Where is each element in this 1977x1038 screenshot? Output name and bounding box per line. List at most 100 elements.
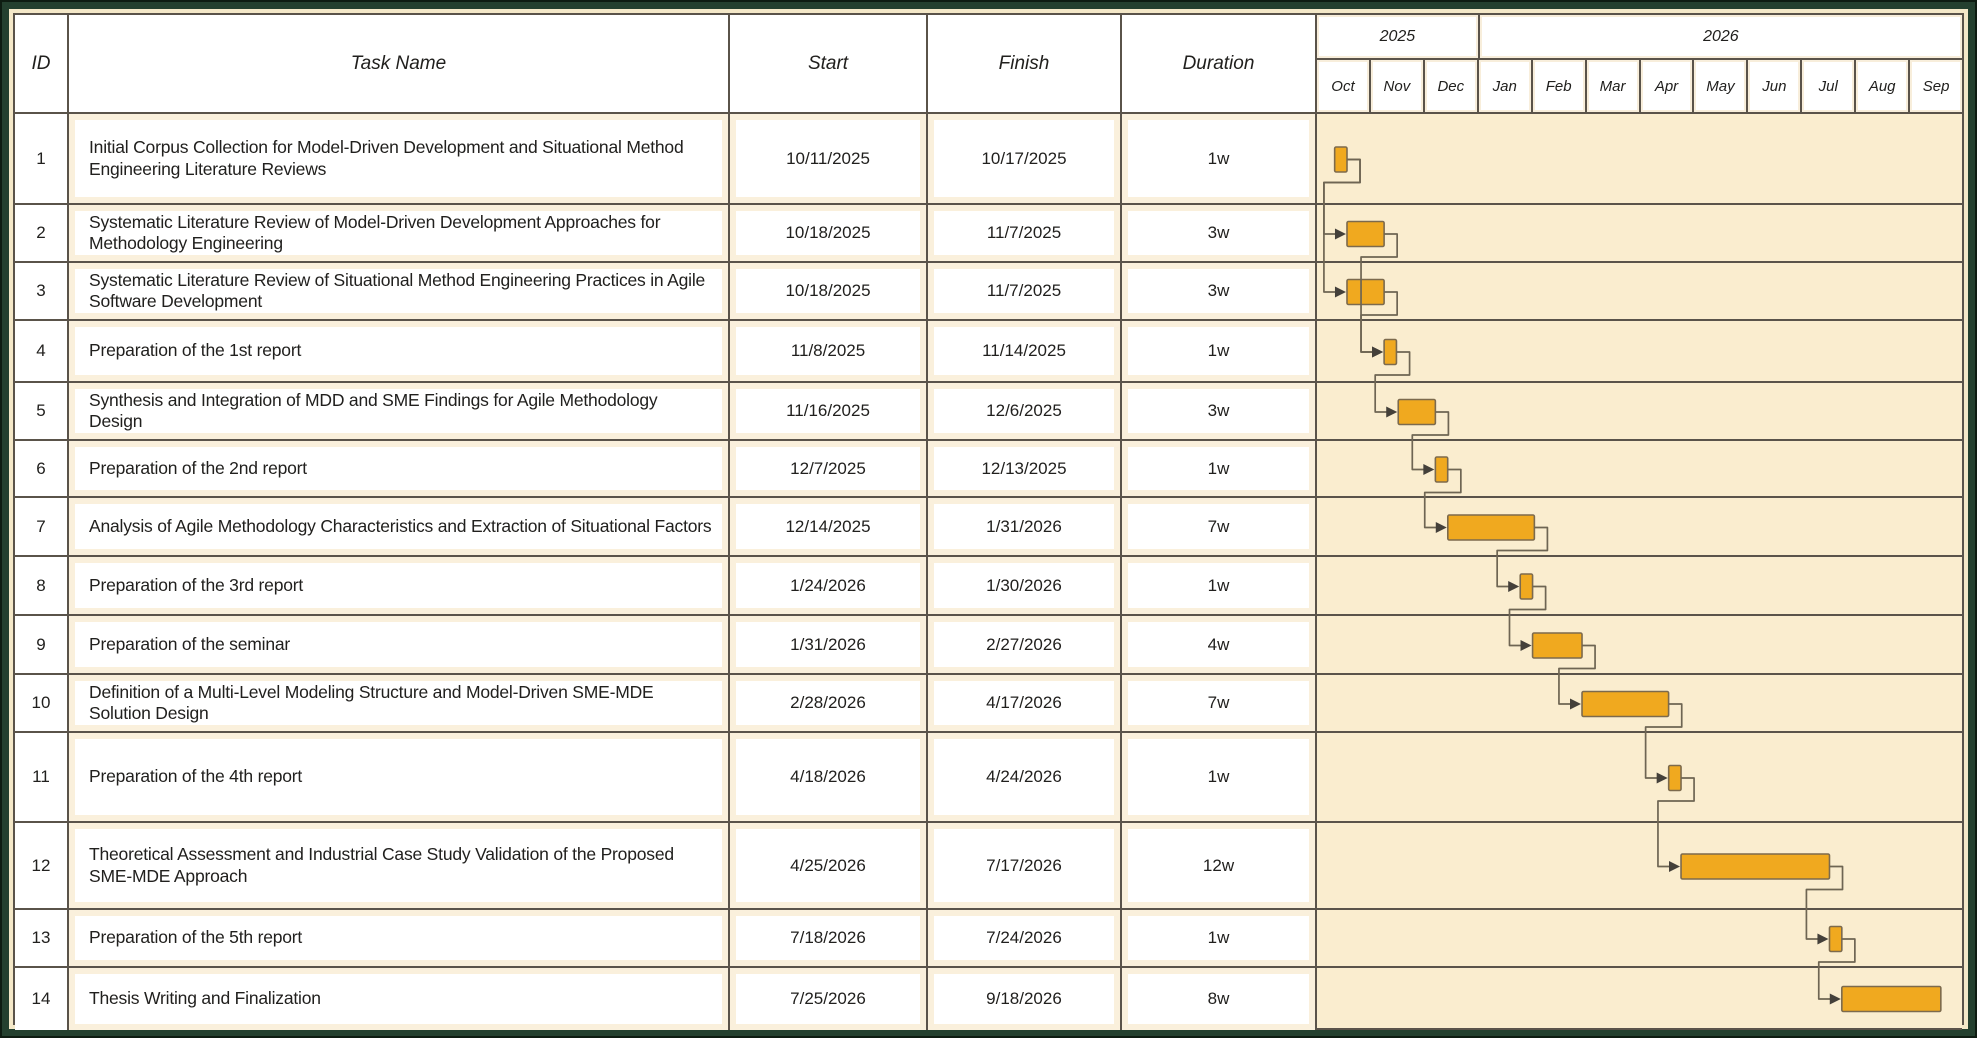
cell-id: 6 bbox=[15, 441, 69, 496]
cell-id: 9 bbox=[15, 616, 69, 673]
cell-task-name: Thesis Writing and Finalization bbox=[69, 968, 730, 1030]
cell-duration: 1w bbox=[1122, 910, 1317, 966]
gantt-row bbox=[1317, 263, 1962, 321]
cell-finish-date: 12/13/2025 bbox=[928, 441, 1122, 496]
cell-start-date: 11/8/2025 bbox=[730, 321, 928, 381]
cell-task-name: Preparation of the 1st report bbox=[69, 321, 730, 381]
cell-id: 13 bbox=[15, 910, 69, 966]
table-row: 14 Thesis Writing and Finalization 7/25/20… bbox=[15, 968, 1317, 1030]
cell-id: 3 bbox=[15, 263, 69, 319]
gantt-row bbox=[1317, 910, 1962, 968]
month-cell-oct-2025: Oct bbox=[1317, 60, 1371, 112]
cell-duration: 1w bbox=[1122, 441, 1317, 496]
cell-finish-date: 4/24/2026 bbox=[928, 733, 1122, 821]
table-row: 13 Preparation of the 5th report 7/18/2026… bbox=[15, 910, 1317, 968]
cell-finish-date: 11/14/2025 bbox=[928, 321, 1122, 381]
cell-start-date: 10/18/2025 bbox=[730, 205, 928, 261]
month-cell-dec-2025: Dec bbox=[1424, 60, 1479, 112]
cell-id: 4 bbox=[15, 321, 69, 381]
year-2026: 2026 bbox=[1479, 15, 1962, 58]
month-cell-feb-2026: Feb bbox=[1532, 60, 1587, 112]
table-row: 1 Initial Corpus Collection for Model-Dri… bbox=[15, 114, 1317, 205]
column-header-finish: Finish bbox=[928, 15, 1122, 112]
gantt-row bbox=[1317, 498, 1962, 557]
task-table: 1 Initial Corpus Collection for Model-Dri… bbox=[15, 114, 1317, 1030]
table-row: 5 Synthesis and Integration of MDD and SM… bbox=[15, 383, 1317, 441]
cell-task-name: Synthesis and Integration of MDD and SME… bbox=[69, 383, 730, 439]
cell-start-date: 10/11/2025 bbox=[730, 114, 928, 203]
cell-duration: 1w bbox=[1122, 321, 1317, 381]
month-cell-apr-2026: Apr bbox=[1640, 60, 1695, 112]
cell-id: 11 bbox=[15, 733, 69, 821]
cell-start-date: 1/24/2026 bbox=[730, 557, 928, 614]
cell-finish-date: 4/17/2026 bbox=[928, 675, 1122, 731]
gantt-row bbox=[1317, 968, 1962, 1030]
gantt-row bbox=[1317, 557, 1962, 616]
cell-id: 5 bbox=[15, 383, 69, 439]
cell-duration: 12w bbox=[1122, 823, 1317, 908]
cell-finish-date: 11/7/2025 bbox=[928, 263, 1122, 319]
year-2025: 2025 bbox=[1317, 15, 1480, 58]
cell-task-name: Preparation of the 5th report bbox=[69, 910, 730, 966]
inner-frame: ID Task Name Start Finish Duration 2025 … bbox=[9, 9, 1968, 1030]
month-row: Oct Nov Dec Jan Feb Mar Apr May Jun Jul Aug Sep bbox=[1317, 60, 1963, 112]
month-cell-may-2026: May bbox=[1694, 60, 1749, 112]
table-row: 12 Theoretical Assessment and Industrial … bbox=[15, 823, 1317, 910]
cell-start-date: 12/7/2025 bbox=[730, 441, 928, 496]
table-row: 2 Systematic Literature Review of Model-D… bbox=[15, 205, 1317, 263]
month-cell-jan-2026: Jan bbox=[1478, 60, 1533, 112]
month-cell-jun-2026: Jun bbox=[1748, 60, 1803, 112]
cell-finish-date: 2/27/2026 bbox=[928, 616, 1122, 673]
cell-id: 7 bbox=[15, 498, 69, 555]
cell-task-name: Preparation of the 3rd report bbox=[69, 557, 730, 614]
cell-id: 12 bbox=[15, 823, 69, 908]
month-cell-nov-2025: Nov bbox=[1370, 60, 1425, 112]
cell-task-name: Initial Corpus Collection for Model-Driv… bbox=[69, 114, 730, 203]
gantt-area bbox=[1317, 114, 1962, 1030]
month-cell-sep-2026: Sep bbox=[1910, 60, 1963, 112]
gantt-row bbox=[1317, 616, 1962, 675]
cell-finish-date: 7/17/2026 bbox=[928, 823, 1122, 908]
cell-task-name: Preparation of the seminar bbox=[69, 616, 730, 673]
header-row: ID Task Name Start Finish Duration 2025 … bbox=[15, 15, 1963, 112]
cell-finish-date: 12/6/2025 bbox=[928, 383, 1122, 439]
cell-task-name: Systematic Literature Review of Situatio… bbox=[69, 263, 730, 319]
cell-duration: 1w bbox=[1122, 114, 1317, 203]
table-row: 11 Preparation of the 4th report 4/18/2026… bbox=[15, 733, 1317, 823]
cell-finish-date: 1/30/2026 bbox=[928, 557, 1122, 614]
cell-duration: 7w bbox=[1122, 675, 1317, 731]
month-cell-jul-2026: Jul bbox=[1802, 60, 1857, 112]
cell-id: 8 bbox=[15, 557, 69, 614]
column-header-start: Start bbox=[730, 15, 928, 112]
cell-duration: 1w bbox=[1122, 557, 1317, 614]
table-row: 7 Analysis of Agile Methodology Character… bbox=[15, 498, 1317, 557]
cell-start-date: 4/18/2026 bbox=[730, 733, 928, 821]
month-cell-mar-2026: Mar bbox=[1586, 60, 1641, 112]
table-body: 1 Initial Corpus Collection for Model-Dri… bbox=[15, 112, 1962, 1030]
cell-task-name: Systematic Literature Review of Model-Dr… bbox=[69, 205, 730, 261]
gantt-row bbox=[1317, 321, 1962, 383]
cell-task-name: Definition of a Multi-Level Modeling Str… bbox=[69, 675, 730, 731]
cell-duration: 7w bbox=[1122, 498, 1317, 555]
table-row: 8 Preparation of the 3rd report 1/24/2026 1… bbox=[15, 557, 1317, 616]
column-header-id: ID bbox=[15, 15, 69, 112]
cell-start-date: 7/25/2026 bbox=[730, 968, 928, 1030]
cell-id: 10 bbox=[15, 675, 69, 731]
cell-task-name: Preparation of the 2nd report bbox=[69, 441, 730, 496]
cell-finish-date: 10/17/2025 bbox=[928, 114, 1122, 203]
timeline-header: 2025 2026 Oct Nov Dec Jan Feb Mar Apr May Jun Jul… bbox=[1317, 15, 1963, 112]
table-row: 6 Preparation of the 2nd report 12/7/2025 1… bbox=[15, 441, 1317, 498]
gantt-row bbox=[1317, 383, 1962, 441]
gantt-row bbox=[1317, 823, 1962, 910]
cell-task-name: Theoretical Assessment and Industrial Ca… bbox=[69, 823, 730, 908]
cell-id: 1 bbox=[15, 114, 69, 203]
column-header-duration: Duration bbox=[1122, 15, 1317, 112]
cell-duration: 1w bbox=[1122, 733, 1317, 821]
cell-start-date: 11/16/2025 bbox=[730, 383, 928, 439]
table-row: 10 Definition of a Multi-Level Modeling S… bbox=[15, 675, 1317, 733]
table-row: 4 Preparation of the 1st report 11/8/2025 1… bbox=[15, 321, 1317, 383]
cell-finish-date: 1/31/2026 bbox=[928, 498, 1122, 555]
gantt-row bbox=[1317, 114, 1962, 205]
cell-id: 14 bbox=[15, 968, 69, 1030]
